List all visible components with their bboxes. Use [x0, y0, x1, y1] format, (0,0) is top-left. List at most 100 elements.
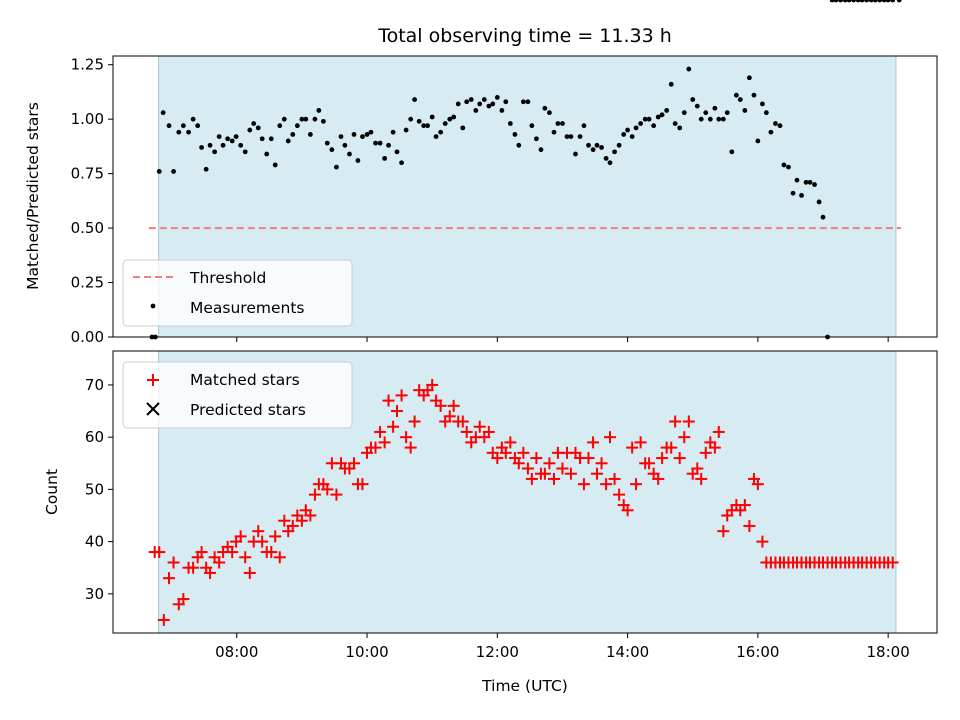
matched-star-point: [243, 566, 256, 579]
measurement-point: [355, 158, 361, 163]
matched-star-point: [626, 441, 639, 454]
measurement-point: [451, 114, 457, 120]
matched-star-point: [378, 436, 391, 449]
matched-star-point: [673, 452, 686, 465]
measurement-point: [294, 123, 300, 129]
measurement-point: [512, 132, 518, 137]
matched-star-point: [426, 378, 439, 391]
measurement-point: [707, 116, 713, 122]
measurement-point: [494, 94, 500, 100]
measurement-point: [533, 136, 539, 142]
top-legend-box: [122, 259, 353, 327]
measurement-point: [763, 110, 769, 116]
measurement-point: [247, 127, 253, 133]
matched-star-point: [482, 425, 495, 438]
measurement-point: [507, 121, 513, 126]
matched-star-point: [382, 394, 395, 407]
x-axis-label: Time (UTC): [481, 677, 568, 695]
measurement-point: [277, 123, 283, 129]
measurement-point: [829, 0, 835, 3]
measurement-point: [433, 134, 439, 139]
measurement-point: [677, 125, 683, 131]
x-tick-label: 16:00: [736, 643, 779, 661]
measurement-point: [855, 0, 861, 3]
bottom-y-tick-label: 30: [85, 585, 104, 603]
measurement-point: [464, 99, 470, 105]
top-y-tick-label: 0.25: [71, 274, 104, 292]
measurements-legend-label: Measurements: [190, 299, 305, 317]
measurement-point: [864, 0, 870, 3]
top-plot-frame: [112, 55, 938, 338]
matched-star-point: [521, 462, 534, 475]
measurement-point: [529, 123, 535, 129]
matched-star-point: [226, 546, 239, 559]
measurement-point: [176, 129, 182, 135]
measurement-point: [516, 142, 522, 148]
measurement-point: [603, 155, 609, 161]
bottom-y-tick-label: 60: [85, 428, 104, 446]
measurement-point: [499, 108, 505, 113]
x-tick-label: 14:00: [606, 643, 649, 661]
measurement-point: [664, 108, 670, 113]
measurement-point: [720, 116, 726, 122]
matched-star-point: [348, 457, 361, 470]
top-y-tick-label: 1.00: [71, 110, 104, 128]
measurement-point: [616, 142, 622, 148]
top-y-axis: 0.00 0.25 0.50 0.75 1.00 1.25: [71, 56, 113, 346]
measurement-point: [272, 162, 278, 168]
measurement-point: [195, 123, 201, 129]
measurement-point: [403, 127, 409, 133]
measurement-point: [547, 110, 552, 116]
matched-star-point: [369, 441, 382, 454]
matched-star-point: [278, 514, 291, 527]
matched-star-point: [525, 472, 538, 485]
measurement-point: [729, 149, 735, 155]
measurement-point: [781, 162, 787, 168]
measurement-point: [334, 164, 339, 170]
measurement-point: [551, 129, 557, 135]
bottom-legend-box: [122, 361, 353, 429]
matched-star-point: [678, 431, 691, 444]
measurement-point: [621, 132, 627, 137]
matched-star-point: [582, 452, 595, 465]
measurement-point: [799, 193, 804, 198]
measurement-point: [212, 149, 218, 155]
measurement-point: [633, 125, 639, 131]
measurement-point: [681, 110, 687, 116]
matched-star-point: [157, 613, 170, 626]
measurement-point: [225, 136, 231, 142]
measurement-point: [768, 129, 774, 135]
matched-star-point: [652, 472, 665, 485]
measurement-point: [416, 118, 422, 124]
measurement-point: [712, 105, 718, 111]
measurement-point: [842, 0, 848, 3]
measurement-point: [668, 81, 674, 87]
measurement-point: [442, 121, 448, 126]
measurement-point: [299, 116, 305, 122]
matched-star-point: [204, 566, 217, 579]
matched-star-point: [621, 504, 634, 517]
measurement-point: [268, 136, 274, 142]
measurement-point: [737, 97, 743, 102]
measurement-point: [651, 123, 657, 129]
matched-star-point: [374, 425, 387, 438]
measurement-point: [303, 116, 309, 122]
measurement-point: [242, 149, 248, 155]
measurement-point: [686, 66, 692, 72]
measurement-point: [859, 0, 865, 3]
measurement-point: [473, 108, 479, 113]
measurement-point: [412, 97, 417, 102]
measurement-point: [382, 155, 388, 161]
matched-star-point: [656, 452, 669, 465]
measurement-point: [659, 112, 665, 118]
top-legend: Threshold Measurements: [122, 259, 353, 327]
measurement-point: [612, 149, 617, 155]
measurement-point: [672, 121, 678, 126]
measurement-point: [486, 103, 492, 109]
matched-star-point: [547, 472, 560, 485]
measurement-point: [790, 190, 796, 196]
matched-star-point: [286, 519, 299, 532]
matched-star-point: [695, 472, 708, 485]
bottom-y-tick-label: 40: [85, 533, 104, 551]
